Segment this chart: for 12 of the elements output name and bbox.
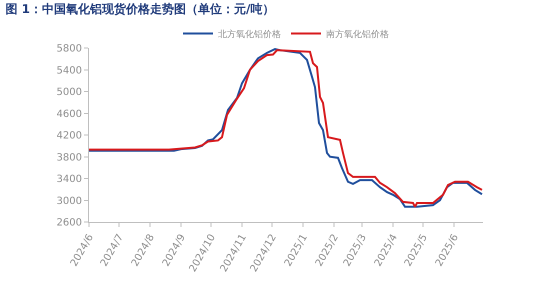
y-tick-label: 5000 [56, 87, 82, 98]
y-tick-label: 5400 [56, 65, 82, 76]
y-tick-label: 3400 [56, 174, 82, 185]
legend-label: 北方氧化铝价格 [218, 29, 281, 40]
y-tick-label: 2600 [56, 218, 82, 228]
y-tick-label: 3800 [56, 152, 82, 164]
legend-label: 南方氧化铝价格 [326, 29, 389, 40]
chart-title: 图 1：中国氧化铝现货价格走势图（单位：元/吨） [6, 2, 274, 16]
y-tick-label: 3000 [56, 196, 82, 207]
y-tick-label: 5800 [56, 44, 82, 54]
y-tick-label: 4200 [56, 130, 82, 142]
y-tick-label: 4600 [56, 108, 82, 120]
